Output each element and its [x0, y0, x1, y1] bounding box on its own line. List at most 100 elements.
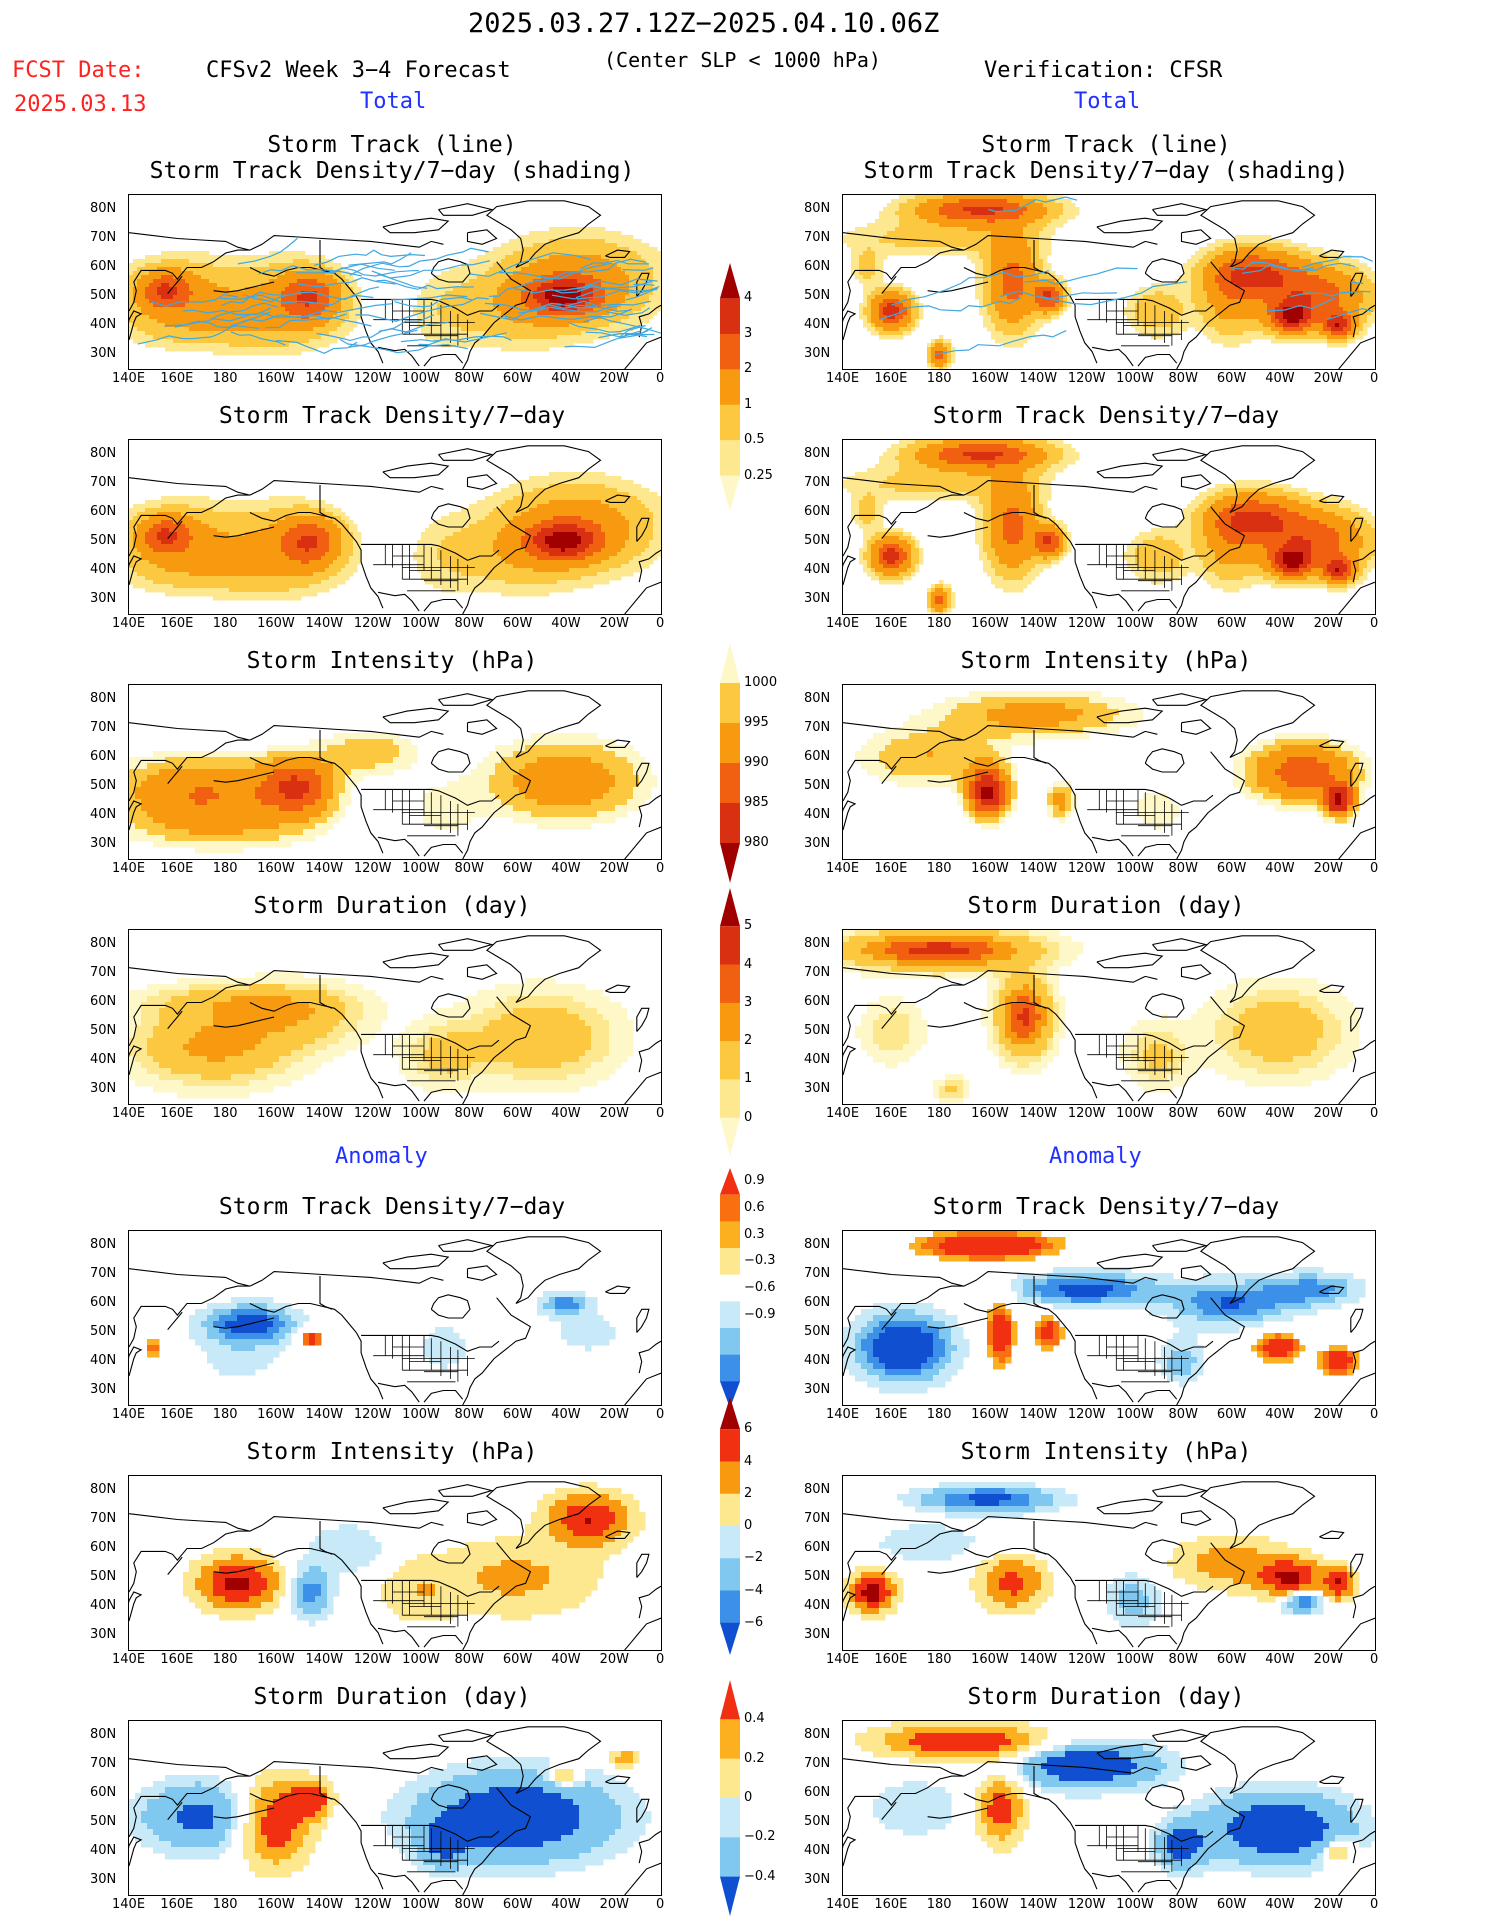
- lon-tick-label: 20W: [1314, 616, 1343, 631]
- lat-tick-label: 50N: [90, 1569, 116, 1584]
- colorbar-tick-label: 4: [744, 1454, 752, 1469]
- lat-tick-label: 80N: [90, 446, 116, 461]
- lat-tick-label: 60N: [90, 994, 116, 1009]
- lon-tick-label: 160W: [971, 1652, 1009, 1667]
- lon-tick-label: 60W: [503, 371, 532, 386]
- fcst-date-value: 2025.03.13: [14, 92, 146, 117]
- density-anomaly-colorbar: [720, 1168, 740, 1408]
- lon-tick-label: 80W: [1169, 1407, 1198, 1422]
- lon-tick-label: 180: [927, 1652, 952, 1667]
- colorbar-swatch: [720, 1876, 740, 1916]
- lon-tick-label: 100W: [402, 371, 440, 386]
- lon-tick-label: 0: [656, 1407, 664, 1422]
- lat-tick-label: 70N: [90, 1511, 116, 1526]
- lon-tick-label: 140W: [1019, 616, 1057, 631]
- anomaly-label-right: Anomaly: [1049, 1144, 1142, 1169]
- lon-tick-label: 20W: [1314, 861, 1343, 876]
- density-colorbar: [720, 263, 740, 511]
- lon-tick-label: 100W: [402, 1652, 440, 1667]
- colorbar-tick-label: 1: [744, 397, 752, 412]
- title-track-line-right: Storm Track (line): [806, 132, 1406, 159]
- colorbar-tick-label: 985: [744, 795, 769, 810]
- lon-tick-label: 160W: [257, 1106, 295, 1121]
- lon-tick-label: 140W: [305, 1897, 343, 1912]
- lon-tick-label: 0: [1370, 616, 1378, 631]
- lon-tick-label: 60W: [503, 1897, 532, 1912]
- lon-tick-label: 140E: [826, 1652, 859, 1667]
- lon-tick-label: 0: [656, 1652, 664, 1667]
- colorbar-swatch: [720, 1493, 740, 1527]
- lat-tick-label: 60N: [804, 994, 830, 1009]
- colorbar-tick-label: 990: [744, 755, 769, 770]
- lon-tick-label: 100W: [1116, 1897, 1154, 1912]
- lat-tick-label: 30N: [90, 1081, 116, 1096]
- lon-tick-label: 160W: [971, 861, 1009, 876]
- lon-tick-label: 160E: [874, 616, 907, 631]
- lon-tick-label: 140E: [826, 1897, 859, 1912]
- title-duration-left: Storm Duration (day): [92, 893, 692, 920]
- lat-tick-label: 40N: [90, 1843, 116, 1858]
- lon-tick-label: 80W: [1169, 616, 1198, 631]
- lat-tick-label: 70N: [804, 1756, 830, 1771]
- lon-tick-label: 40W: [1265, 1106, 1294, 1121]
- lat-tick-label: 80N: [804, 1237, 830, 1252]
- lon-tick-label: 160E: [874, 371, 907, 386]
- lon-tick-label: 40W: [1265, 1407, 1294, 1422]
- lon-tick-label: 40W: [551, 616, 580, 631]
- colorbar-tick-label: 0: [744, 1790, 752, 1805]
- forecast-density-map: [128, 439, 662, 615]
- lon-tick-label: 160E: [160, 1407, 193, 1422]
- colorbar-swatch: [720, 1526, 740, 1559]
- colorbar-tick-label: 4: [744, 957, 752, 972]
- title-track-shading-right: Storm Track Density/7−day (shading): [806, 158, 1406, 185]
- lon-tick-label: 100W: [1116, 371, 1154, 386]
- colorbar-tick-label: 6: [744, 1421, 752, 1436]
- lon-tick-label: 40W: [551, 1106, 580, 1121]
- lat-tick-label: 80N: [804, 201, 830, 216]
- colorbar-swatch: [720, 1041, 740, 1080]
- lat-tick-label: 80N: [90, 936, 116, 951]
- lon-tick-label: 40W: [1265, 861, 1294, 876]
- lon-tick-label: 40W: [551, 371, 580, 386]
- lat-tick-label: 50N: [804, 1324, 830, 1339]
- lon-tick-label: 140E: [826, 1407, 859, 1422]
- colorbar-tick-label: −0.6: [744, 1280, 776, 1295]
- lon-tick-label: 60W: [503, 861, 532, 876]
- lon-tick-label: 0: [1370, 861, 1378, 876]
- title-intensity-right: Storm Intensity (hPa): [806, 648, 1406, 675]
- colorbar-swatch: [720, 803, 740, 844]
- lat-tick-label: 30N: [804, 1627, 830, 1642]
- lon-tick-label: 160W: [257, 371, 295, 386]
- lon-tick-label: 0: [1370, 1652, 1378, 1667]
- colorbar-tick-label: 5: [744, 918, 752, 933]
- lon-tick-label: 140E: [112, 1897, 145, 1912]
- lat-tick-label: 60N: [90, 504, 116, 519]
- lat-tick-label: 70N: [804, 720, 830, 735]
- lon-tick-label: 60W: [1217, 616, 1246, 631]
- verification-duration-map: [842, 929, 1376, 1105]
- colorbar-tick-label: 1000: [744, 675, 777, 690]
- colorbar-tick-label: 3: [744, 326, 752, 341]
- lon-tick-label: 60W: [1217, 1652, 1246, 1667]
- lon-tick-label: 140E: [826, 616, 859, 631]
- lon-tick-label: 160W: [971, 1897, 1009, 1912]
- lon-tick-label: 80W: [1169, 861, 1198, 876]
- verification-intensity-anom-map: [842, 1475, 1376, 1651]
- colorbar-tick-label: 2: [744, 1033, 752, 1048]
- lon-tick-label: 180: [927, 371, 952, 386]
- lat-tick-label: 30N: [90, 836, 116, 851]
- lat-tick-label: 40N: [804, 1353, 830, 1368]
- lon-tick-label: 0: [1370, 371, 1378, 386]
- lon-tick-label: 160E: [160, 1897, 193, 1912]
- lon-tick-label: 40W: [1265, 616, 1294, 631]
- lon-tick-label: 160E: [160, 616, 193, 631]
- lat-tick-label: 60N: [804, 749, 830, 764]
- colorbar-swatch: [720, 1680, 740, 1720]
- lon-tick-label: 40W: [551, 861, 580, 876]
- lon-tick-label: 20W: [600, 616, 629, 631]
- lon-tick-label: 40W: [551, 1407, 580, 1422]
- title-density-anom-left: Storm Track Density/7−day: [92, 1194, 692, 1221]
- verification-duration-anom-map: [842, 1720, 1376, 1896]
- lon-tick-label: 80W: [455, 1106, 484, 1121]
- lon-tick-label: 80W: [455, 1897, 484, 1912]
